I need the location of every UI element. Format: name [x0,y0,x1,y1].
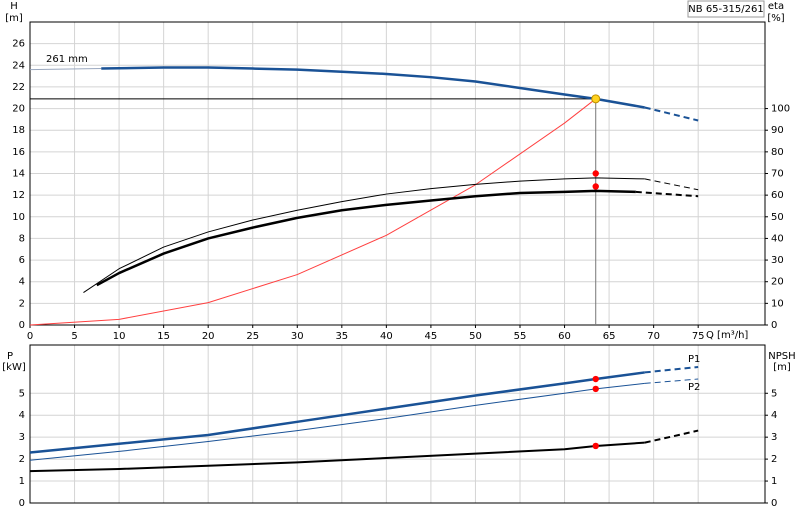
y2-tick-label: 3 [771,432,777,443]
y2-tick-label: 2 [771,454,777,465]
curve [29,98,597,326]
curve [644,429,699,444]
title-box [687,0,765,18]
x-tick-label: 50 [469,331,482,342]
y2-tick-label: 70 [771,169,784,180]
y-tick-label: 4 [19,410,25,421]
curve [29,68,102,71]
x-tick-label: 35 [335,331,348,342]
x-tick-label: 15 [157,331,170,342]
plot-area [30,345,765,503]
y-tick-label: 6 [19,255,25,266]
y-tick-label: 2 [19,454,25,465]
point-marker [592,385,599,393]
curve [83,177,645,293]
x-tick-label: 10 [113,331,126,342]
chart-title: NB 65-315/261 [688,4,763,15]
y2-tick-label: 60 [771,190,784,201]
curve [644,178,699,191]
y2-unit: [m] [773,362,791,373]
y2-tick-label: 10 [771,298,784,309]
y-tick-label: 18 [12,125,25,136]
x-tick-label: 75 [692,331,705,342]
plot-frame [29,344,766,504]
annotation: P2 [688,382,700,393]
curve [644,365,699,374]
point-marker [592,183,599,190]
curve [29,382,645,461]
y2-tick-label: 4 [771,410,777,421]
y-tick-label: 20 [12,104,25,115]
y2-tick-label: 0 [771,320,777,331]
x-tick-label: 55 [514,331,527,342]
y2-tick-label: 30 [771,255,784,266]
duty-point [591,94,601,104]
y2-tick-label: 50 [771,212,784,223]
y2-tick-label: 100 [771,104,790,115]
point-marker [592,375,599,383]
x-tick-label: 40 [380,331,393,342]
y-tick-label: 5 [19,388,25,399]
x-tick-label: 0 [27,331,33,342]
curve [29,371,645,454]
x-label: Q [m³/h] [706,330,748,341]
curve [644,106,699,122]
y-tick-label: 0 [19,498,25,509]
x-tick-label: 20 [202,331,215,342]
y-tick-label: 22 [12,82,25,93]
plot-frame [29,21,766,326]
y-tick-label: 8 [19,233,25,244]
y-tick-label: 24 [12,60,25,71]
y2-tick-label: 0 [771,498,777,509]
y-tick-label: 26 [12,39,25,50]
y2-tick-label: 40 [771,233,784,244]
y2-label: eta [768,1,784,12]
y2-label: NPSH [768,351,795,362]
y-tick-label: 1 [19,476,25,487]
y-unit: [kW] [2,362,26,373]
x-tick-label: 70 [647,331,660,342]
point-marker [592,442,599,450]
x-tick-label: 5 [71,331,77,342]
y2-tick-label: 90 [771,125,784,136]
y2-tick-label: 1 [771,476,777,487]
y-tick-label: 2 [19,298,25,309]
annotation: 261 mm [46,54,88,65]
curve [29,441,645,473]
curve [101,66,645,109]
x-tick-label: 65 [603,331,616,342]
x-tick-label: 30 [291,331,304,342]
curve [96,189,636,287]
curve [644,378,699,384]
y-label: P [7,351,13,362]
y-tick-label: 10 [12,212,25,223]
y-tick-label: 0 [19,320,25,331]
y-tick-label: 12 [12,190,25,201]
y2-tick-label: 5 [771,388,777,399]
point-marker [592,170,599,177]
y-tick-label: 16 [12,147,25,158]
y2-unit: [%] [767,13,784,24]
x-tick-label: 60 [558,331,571,342]
curve [635,190,699,198]
y-unit: [m] [5,13,23,24]
x-tick-label: 45 [425,331,438,342]
annotation: P1 [688,354,700,365]
y-tick-label: 3 [19,432,25,443]
y-label: H [10,1,18,12]
y-tick-label: 4 [19,277,25,288]
y-tick-label: 14 [12,169,25,180]
y2-tick-label: 20 [771,277,784,288]
x-tick-label: 25 [246,331,259,342]
y2-tick-label: 80 [771,147,784,158]
